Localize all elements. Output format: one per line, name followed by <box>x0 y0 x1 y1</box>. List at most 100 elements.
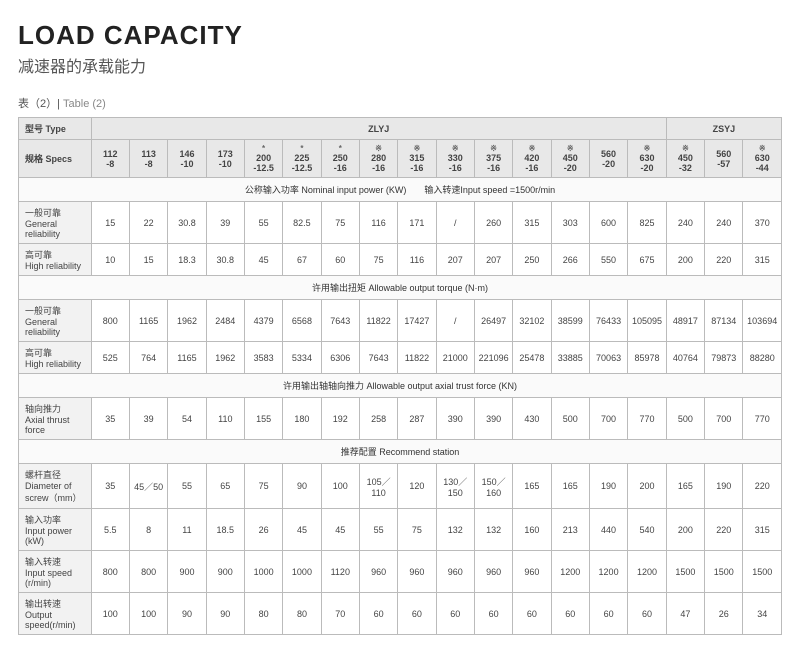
cell-2-0-4: 155 <box>244 398 282 440</box>
cell-1-0-4: 4379 <box>244 300 282 342</box>
cell-3-3-3: 90 <box>206 593 244 635</box>
cell-1-0-8: 17427 <box>398 300 436 342</box>
cell-1-1-12: 33885 <box>551 342 589 374</box>
cell-3-1-15: 200 <box>666 509 704 551</box>
cell-2-0-1: 39 <box>129 398 167 440</box>
cell-3-2-16: 1500 <box>705 551 743 593</box>
cell-0-0-4: 55 <box>244 202 282 244</box>
cell-1-0-3: 2484 <box>206 300 244 342</box>
col-spec-8: ※315-16 <box>398 140 436 178</box>
cell-3-0-9: 130／150 <box>436 464 474 509</box>
cell-3-0-7: 105／110 <box>359 464 397 509</box>
cell-3-0-15: 165 <box>666 464 704 509</box>
cell-3-0-0: 35 <box>91 464 129 509</box>
cell-2-0-14: 770 <box>628 398 667 440</box>
cell-1-0-11: 32102 <box>513 300 551 342</box>
row-label-0-0: 一般可靠General reliability <box>19 202 92 244</box>
cell-1-1-8: 11822 <box>398 342 436 374</box>
cell-3-0-14: 200 <box>628 464 667 509</box>
cell-0-1-12: 266 <box>551 244 589 276</box>
cell-0-0-6: 75 <box>321 202 359 244</box>
cell-2-0-13: 700 <box>589 398 627 440</box>
col-spec-15: ※450-32 <box>666 140 704 178</box>
cell-0-1-0: 10 <box>91 244 129 276</box>
cell-3-1-9: 132 <box>436 509 474 551</box>
cell-3-3-8: 60 <box>398 593 436 635</box>
section-title-0: 公称输入功率 Nominal input power (KW) 输入转速Inpu… <box>19 178 782 202</box>
cell-0-1-4: 45 <box>244 244 282 276</box>
cell-1-1-10: 221096 <box>474 342 512 374</box>
cell-3-3-6: 70 <box>321 593 359 635</box>
cell-0-1-14: 675 <box>628 244 667 276</box>
cell-1-1-1: 764 <box>129 342 167 374</box>
col-spec-17: ※630-44 <box>743 140 782 178</box>
cell-3-1-12: 213 <box>551 509 589 551</box>
cell-3-3-16: 26 <box>705 593 743 635</box>
cell-1-1-13: 70063 <box>589 342 627 374</box>
cell-1-1-15: 40764 <box>666 342 704 374</box>
cell-3-2-2: 900 <box>168 551 206 593</box>
cell-3-1-10: 132 <box>474 509 512 551</box>
row-label-1-1: 高可靠High reliability <box>19 342 92 374</box>
row-label-1-0: 一般可靠General reliability <box>19 300 92 342</box>
header-zlyj: ZLYJ <box>91 118 666 140</box>
cell-2-0-16: 700 <box>705 398 743 440</box>
cell-3-3-13: 60 <box>589 593 627 635</box>
section-title-3: 推荐配置 Recommend station <box>19 440 782 464</box>
cell-3-2-13: 1200 <box>589 551 627 593</box>
cell-1-1-6: 6306 <box>321 342 359 374</box>
cell-3-2-4: 1000 <box>244 551 282 593</box>
cell-2-0-3: 110 <box>206 398 244 440</box>
header-specs: 规格 Specs <box>19 140 92 178</box>
header-zsyj: ZSYJ <box>666 118 781 140</box>
cell-0-1-17: 315 <box>743 244 782 276</box>
col-spec-4: *200-12.5 <box>244 140 282 178</box>
cell-0-0-5: 82.5 <box>283 202 321 244</box>
cell-3-0-4: 75 <box>244 464 282 509</box>
col-spec-3: 173-10 <box>206 140 244 178</box>
cell-3-3-7: 60 <box>359 593 397 635</box>
cell-1-1-5: 5334 <box>283 342 321 374</box>
cell-1-0-14: 105095 <box>628 300 667 342</box>
cell-1-0-6: 7643 <box>321 300 359 342</box>
cell-3-1-5: 45 <box>283 509 321 551</box>
col-spec-0: 112-8 <box>91 140 129 178</box>
cell-1-0-1: 1165 <box>129 300 167 342</box>
cell-1-0-12: 38599 <box>551 300 589 342</box>
col-spec-11: ※420-16 <box>513 140 551 178</box>
cell-3-0-3: 65 <box>206 464 244 509</box>
cell-3-1-17: 315 <box>743 509 782 551</box>
cell-3-0-6: 100 <box>321 464 359 509</box>
cell-1-0-2: 1962 <box>168 300 206 342</box>
cell-0-1-1: 15 <box>129 244 167 276</box>
cell-3-1-0: 5.5 <box>91 509 129 551</box>
col-spec-5: *225-12.5 <box>283 140 321 178</box>
cell-0-1-7: 75 <box>359 244 397 276</box>
section-title-2: 许用输出轴轴向推力 Allowable output axial trust f… <box>19 374 782 398</box>
cell-0-1-8: 116 <box>398 244 436 276</box>
cell-2-0-5: 180 <box>283 398 321 440</box>
section-title-1: 许用输出扭矩 Allowable output torque (N·m) <box>19 276 782 300</box>
cell-0-0-11: 315 <box>513 202 551 244</box>
cell-0-0-1: 22 <box>129 202 167 244</box>
cell-1-1-7: 7643 <box>359 342 397 374</box>
page-title: LOAD CAPACITY <box>18 20 782 51</box>
row-label-3-2: 输入转速Input speed (r/min) <box>19 551 92 593</box>
cell-0-0-15: 240 <box>666 202 704 244</box>
cell-1-0-16: 87134 <box>705 300 743 342</box>
cell-3-0-1: 45／50 <box>129 464 167 509</box>
cell-3-1-2: 11 <box>168 509 206 551</box>
cell-0-0-3: 39 <box>206 202 244 244</box>
row-label-3-1: 输入功率Input power (kW) <box>19 509 92 551</box>
cell-1-0-9: / <box>436 300 474 342</box>
cell-3-3-1: 100 <box>129 593 167 635</box>
cell-3-3-10: 60 <box>474 593 512 635</box>
cell-3-1-13: 440 <box>589 509 627 551</box>
row-label-2-0: 轴向推力Axial thrust force <box>19 398 92 440</box>
page-subtitle: 减速器的承载能力 <box>18 53 782 77</box>
cell-3-0-2: 55 <box>168 464 206 509</box>
cell-1-1-9: 21000 <box>436 342 474 374</box>
table-label-en: Table (2) <box>63 98 106 110</box>
cell-3-0-16: 190 <box>705 464 743 509</box>
cell-3-2-3: 900 <box>206 551 244 593</box>
